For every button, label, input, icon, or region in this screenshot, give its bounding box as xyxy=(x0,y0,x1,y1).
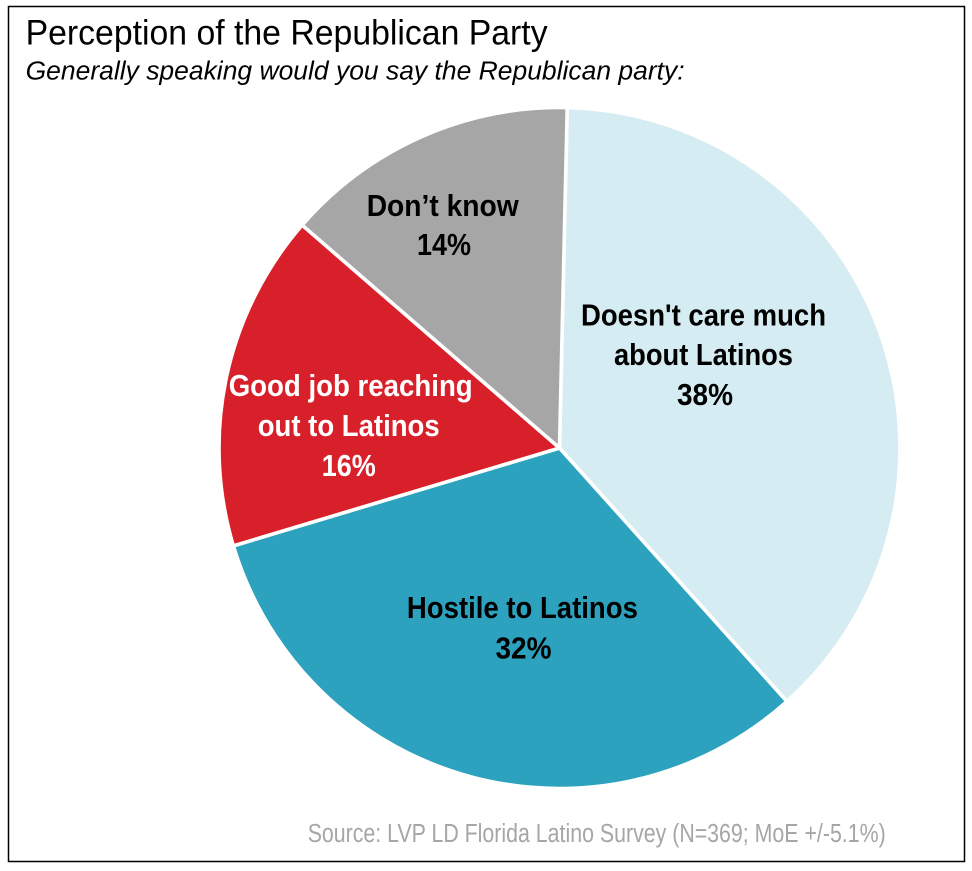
svg-text:Hostile to Latinos: Hostile to Latinos xyxy=(407,590,638,625)
svg-text:Generally speaking would you s: Generally speaking would you say the Rep… xyxy=(26,58,685,86)
svg-text:out to Latinos: out to Latinos xyxy=(258,408,440,443)
svg-text:16%: 16% xyxy=(322,448,376,483)
svg-text:Perception of the Republican P: Perception of the Republican Party xyxy=(26,13,548,52)
svg-text:about Latinos: about Latinos xyxy=(614,337,793,372)
svg-text:Good job reaching: Good job reaching xyxy=(229,368,473,403)
svg-text:Don’t know: Don’t know xyxy=(367,188,520,223)
svg-text:Doesn't care much: Doesn't care much xyxy=(581,297,826,332)
svg-text:Source: LVP LD Florida Latino: Source: LVP LD Florida Latino Survey (N=… xyxy=(308,820,886,848)
svg-text:38%: 38% xyxy=(677,377,733,412)
svg-text:14%: 14% xyxy=(417,227,471,262)
svg-text:32%: 32% xyxy=(496,631,552,666)
